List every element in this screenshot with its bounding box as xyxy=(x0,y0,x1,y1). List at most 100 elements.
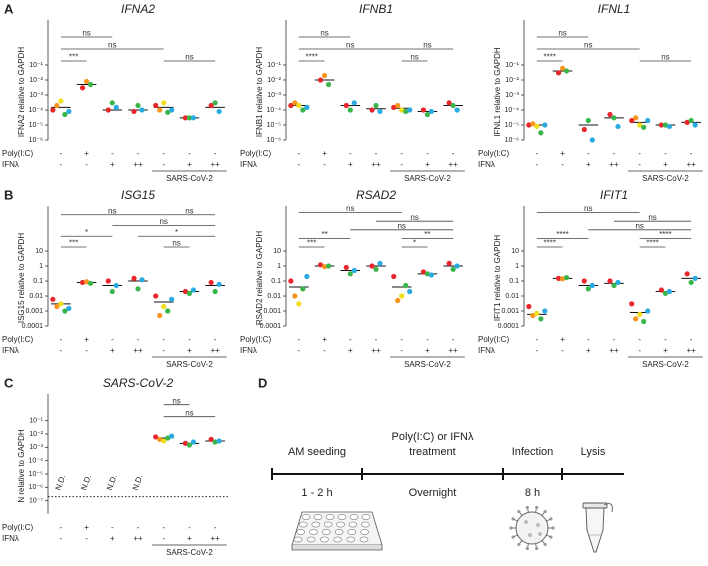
data-point xyxy=(424,111,431,118)
condition-value: - xyxy=(587,335,590,344)
condition-value: ++ xyxy=(609,160,619,169)
condition-value: ++ xyxy=(210,160,220,169)
timeline-step: Infection xyxy=(512,446,554,458)
condition-name: IFNλ xyxy=(240,160,257,169)
condition-value: - xyxy=(162,149,165,158)
y-tick-label: 10 xyxy=(35,248,43,255)
data-point xyxy=(581,278,587,284)
well xyxy=(323,521,333,528)
data-point xyxy=(296,102,302,109)
data-point xyxy=(190,287,197,293)
significance-label: *** xyxy=(69,53,78,62)
data-point xyxy=(186,442,193,448)
data-point xyxy=(66,108,72,115)
data-point xyxy=(658,287,665,293)
condition-value: - xyxy=(638,149,641,158)
data-point xyxy=(292,100,298,106)
y-tick-label: 0.001 xyxy=(25,308,43,315)
data-point xyxy=(633,316,639,322)
condition-value: + xyxy=(322,335,327,344)
timeline-step: treatment xyxy=(409,446,455,458)
significance-label: ** xyxy=(321,230,327,239)
condition-value: - xyxy=(137,335,140,344)
data-point xyxy=(428,272,435,278)
y-tick-label: 10 xyxy=(511,248,519,255)
y-tick-label: 10⁻³ xyxy=(29,444,43,451)
virus-spike-tip xyxy=(525,505,529,510)
data-point xyxy=(135,102,141,109)
virus-spike-tip xyxy=(549,517,553,521)
condition-value: + xyxy=(110,346,115,355)
condition-value: - xyxy=(85,160,88,169)
y-tick-label: 10⁻⁵ xyxy=(29,471,43,478)
y-tick-label: 10⁻¹ xyxy=(505,62,519,69)
y-tick-label: 10⁻⁴ xyxy=(267,107,282,114)
data-point xyxy=(182,288,189,295)
data-point xyxy=(645,117,651,124)
condition-value: - xyxy=(298,346,301,355)
data-point xyxy=(666,123,673,130)
y-tick-label: 10⁻³ xyxy=(505,92,519,99)
virus-spike-tip xyxy=(549,535,553,539)
data-point xyxy=(153,102,159,109)
data-point xyxy=(304,104,310,110)
condition-value: + xyxy=(187,160,192,169)
timeline-icons xyxy=(291,502,613,553)
condition-value: - xyxy=(638,160,641,169)
nd-label: N.D. xyxy=(131,473,145,491)
data-point xyxy=(428,108,435,115)
condition-value: - xyxy=(536,160,539,169)
condition-value: + xyxy=(425,346,430,355)
well xyxy=(361,514,371,520)
y-tick-label: 10⁻⁶ xyxy=(29,484,43,491)
data-point xyxy=(317,77,324,83)
y-tick-label: 10⁻⁴ xyxy=(505,107,520,114)
virus-spike-tip xyxy=(543,509,547,514)
well xyxy=(321,529,331,535)
condition-value: - xyxy=(664,149,667,158)
y-axis-label: N relative to GAPDH xyxy=(17,429,26,503)
condition-value: + xyxy=(110,534,115,543)
data-point xyxy=(153,434,159,440)
condition-name: Poly(I:C) xyxy=(240,335,271,344)
condition-value: ++ xyxy=(686,160,696,169)
data-point xyxy=(637,122,643,128)
timeline-duration: 8 h xyxy=(525,487,540,499)
group-label: SARS-CoV-2 xyxy=(642,174,689,183)
data-point xyxy=(321,72,328,79)
data-point xyxy=(589,137,595,143)
condition-value: + xyxy=(348,160,353,169)
data-point xyxy=(585,117,591,124)
data-point xyxy=(629,117,635,124)
data-point xyxy=(692,275,698,281)
data-point xyxy=(542,122,548,128)
data-point xyxy=(692,122,698,128)
group-label: SARS-CoV-2 xyxy=(166,548,213,557)
data-point xyxy=(105,278,111,284)
virus-spike-tip xyxy=(535,546,539,551)
data-point xyxy=(688,279,694,286)
data-point xyxy=(83,78,90,85)
y-axis-label: IFNL1 relative to GAPDH xyxy=(493,47,502,137)
chart-title: RSAD2 xyxy=(356,188,396,202)
data-point xyxy=(645,308,651,314)
tube-icon xyxy=(582,502,613,553)
data-point xyxy=(186,115,193,121)
condition-value: - xyxy=(298,335,301,344)
condition-value: + xyxy=(84,149,89,158)
data-point xyxy=(662,290,669,296)
data-point xyxy=(343,102,349,109)
significance-label: ns xyxy=(320,29,328,38)
y-tick-label: 10⁻¹ xyxy=(267,62,281,69)
condition-value: - xyxy=(188,149,191,158)
condition-value: + xyxy=(84,523,89,532)
data-point xyxy=(589,282,595,289)
significance-label: ns xyxy=(108,41,116,50)
y-tick-label: 0.1 xyxy=(33,278,43,285)
y-axis-label: RSAD2 relative to GAPDH xyxy=(255,231,264,325)
data-point xyxy=(391,104,397,110)
y-tick-label: 0.001 xyxy=(501,308,519,315)
